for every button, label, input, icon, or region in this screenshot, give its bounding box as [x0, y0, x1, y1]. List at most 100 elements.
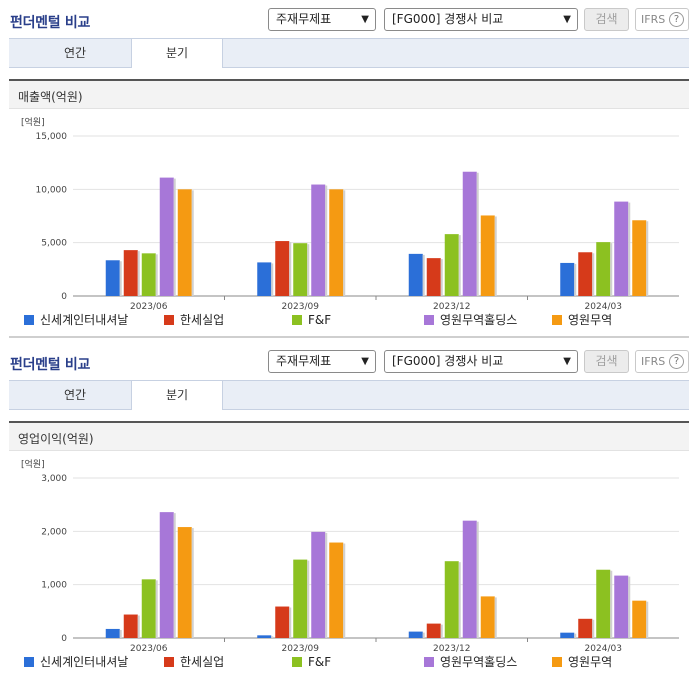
bar[interactable]: [408, 253, 423, 296]
bar[interactable]: [275, 606, 290, 638]
bar[interactable]: [293, 559, 308, 638]
legend-label: 영원무역홀딩스: [440, 655, 518, 669]
legend-swatch: [292, 657, 302, 667]
bar[interactable]: [614, 201, 629, 296]
legend-swatch: [24, 315, 34, 325]
legend-item[interactable]: 영원무역홀딩스: [424, 654, 517, 670]
bar-shadow: [610, 243, 613, 296]
bar-shadow: [343, 190, 346, 296]
bar[interactable]: [311, 531, 326, 638]
tab-quarterly[interactable]: 분기: [131, 38, 223, 68]
section-title: 영업이익(억원): [18, 432, 94, 446]
bar[interactable]: [578, 618, 593, 638]
bar[interactable]: [159, 512, 174, 638]
bar[interactable]: [632, 220, 647, 296]
legend-item[interactable]: F&F: [292, 312, 331, 328]
bar[interactable]: [480, 596, 495, 638]
bar[interactable]: [444, 561, 459, 638]
bar[interactable]: [462, 520, 477, 638]
bar[interactable]: [596, 569, 611, 638]
bar-shadow: [458, 235, 461, 296]
bar[interactable]: [560, 632, 575, 638]
search-button[interactable]: 검색: [584, 350, 629, 373]
panel-header: 펀더멘털 비교 주재무제표 ▼ [FG000] 경쟁사 비교 ▼ 검색 IFRS…: [0, 0, 696, 38]
bar[interactable]: [105, 260, 120, 296]
legend-swatch: [424, 315, 434, 325]
bar[interactable]: [444, 234, 459, 296]
bar-shadow: [289, 242, 292, 296]
bar[interactable]: [257, 635, 272, 638]
bar[interactable]: [329, 189, 344, 296]
statement-type-value: 주재무제표: [276, 354, 332, 368]
bar[interactable]: [408, 631, 423, 638]
bar[interactable]: [177, 189, 192, 296]
bar[interactable]: [560, 262, 575, 296]
legend-item[interactable]: 영원무역홀딩스: [424, 312, 517, 328]
bar[interactable]: [614, 575, 629, 638]
bar[interactable]: [141, 579, 156, 638]
legend-item[interactable]: 신세계인터내셔날: [24, 654, 128, 670]
bar[interactable]: [293, 243, 308, 296]
legend-swatch: [552, 657, 562, 667]
tab-annual[interactable]: 연간: [63, 46, 87, 60]
legend-label: 영원무역홀딩스: [440, 313, 518, 327]
bar[interactable]: [480, 215, 495, 296]
search-button[interactable]: 검색: [584, 8, 629, 31]
comparison-group-select[interactable]: [FG000] 경쟁사 비교 ▼: [384, 8, 578, 31]
section-header: 영업이익(억원): [9, 421, 689, 451]
legend-item[interactable]: 영원무역: [552, 654, 612, 670]
comparison-group-select[interactable]: [FG000] 경쟁사 비교 ▼: [384, 350, 578, 373]
y-tick-label: 5,000: [41, 239, 67, 249]
bar-shadow: [173, 513, 176, 638]
comparison-group-value: [FG000] 경쟁사 비교: [392, 12, 504, 26]
bar[interactable]: [123, 250, 138, 296]
legend-item[interactable]: 한세실업: [164, 312, 224, 328]
chart-legend: 신세계인터내셔날 한세실업 F&F 영원무역홀딩스 영원무역: [24, 312, 684, 328]
bar[interactable]: [578, 252, 593, 296]
bar-shadow: [592, 253, 595, 296]
legend-label: 한세실업: [180, 655, 225, 669]
legend-item[interactable]: 한세실업: [164, 654, 224, 670]
bar[interactable]: [596, 242, 611, 296]
tab-quarterly[interactable]: 분기: [131, 380, 223, 410]
bar-shadow: [592, 619, 595, 638]
chevron-down-icon: ▼: [563, 14, 571, 25]
legend-item[interactable]: F&F: [292, 654, 331, 670]
bar[interactable]: [329, 542, 344, 638]
fundamental-panel-operating-profit: 펀더멘털 비교 주재무제표 ▼ [FG000] 경쟁사 비교 ▼ 검색 IFRS…: [0, 342, 696, 684]
bar[interactable]: [632, 600, 647, 638]
bar[interactable]: [426, 258, 441, 296]
y-tick-label: 1,000: [41, 581, 67, 591]
legend-swatch: [24, 657, 34, 667]
bar-shadow: [646, 221, 649, 296]
bar[interactable]: [257, 262, 272, 296]
bar[interactable]: [123, 614, 138, 638]
bar[interactable]: [426, 623, 441, 638]
bar-shadow: [646, 601, 649, 638]
x-tick-label: 2023/09: [282, 644, 320, 652]
bar[interactable]: [275, 241, 290, 296]
bar-shadow: [494, 216, 497, 296]
legend-label: 신세계인터내셔날: [40, 655, 129, 669]
legend-label: F&F: [308, 313, 332, 327]
statement-type-select[interactable]: 주재무제표 ▼: [268, 350, 376, 373]
ifrs-button[interactable]: IFRS ?: [635, 350, 689, 373]
y-tick-label: 2,000: [41, 527, 67, 537]
bar[interactable]: [311, 184, 326, 296]
bar[interactable]: [105, 628, 120, 638]
legend-item[interactable]: 신세계인터내셔날: [24, 312, 128, 328]
legend-label: 신세계인터내셔날: [40, 313, 129, 327]
ifrs-button[interactable]: IFRS ?: [635, 8, 689, 31]
statement-type-select[interactable]: 주재무제표 ▼: [268, 8, 376, 31]
bar[interactable]: [177, 527, 192, 638]
legend-item[interactable]: 영원무역: [552, 312, 612, 328]
bar[interactable]: [141, 253, 156, 296]
y-tick-label: 0: [61, 292, 67, 302]
period-tabs: 연간 분기: [9, 380, 689, 410]
operating-profit-bar-chart: [억원] 0 1,000 2,000 3,000 2023/06 2023/09 2023/1…: [9, 452, 689, 682]
x-tick-label: 2024/03: [585, 302, 622, 310]
y-unit-label: [억원]: [21, 458, 45, 470]
tab-annual[interactable]: 연간: [63, 388, 87, 402]
bar[interactable]: [462, 171, 477, 296]
bar[interactable]: [159, 177, 174, 296]
